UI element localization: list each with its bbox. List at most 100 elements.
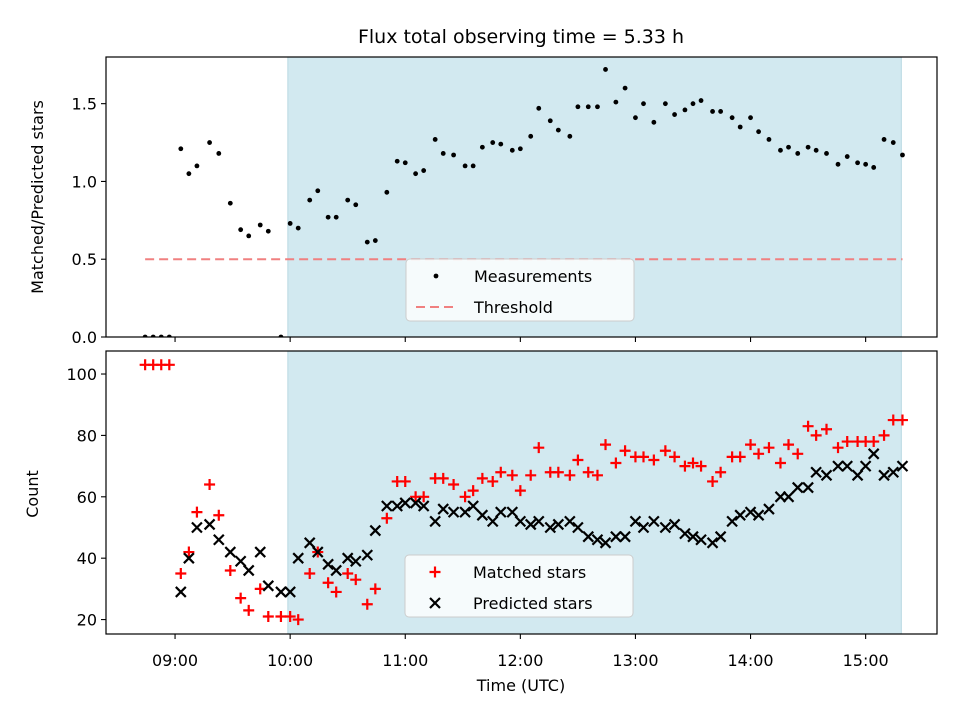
measurement-point	[470, 163, 476, 169]
measurement-point	[641, 101, 646, 107]
predicted-stars-point	[275, 586, 287, 598]
matched-stars-point	[841, 436, 853, 448]
matched-stars-point	[707, 475, 719, 487]
matched-stars-point	[868, 436, 880, 448]
matched-stars-point	[564, 469, 576, 481]
matched-stars-point	[610, 457, 622, 469]
matched-stars-point	[533, 442, 545, 454]
matched-stars-point	[235, 592, 247, 604]
predicted-stars-point	[867, 448, 880, 460]
measurement-point	[325, 214, 331, 220]
legend-measurements-marker	[433, 273, 439, 279]
predicted-stars-point	[381, 500, 393, 512]
matched-stars-point	[582, 466, 594, 478]
predicted-stars-point	[878, 469, 890, 482]
matched-stars-point	[572, 454, 584, 466]
panel-bottom: 20 40 60 80 100 Matched stars Predicted stars	[66, 350, 938, 639]
measurement-point	[353, 202, 359, 208]
measurement-point	[462, 163, 468, 169]
measurement-point	[729, 115, 735, 121]
predicted-stars-point	[417, 500, 430, 512]
matched-stars-point	[638, 451, 650, 463]
matched-stars-point	[783, 439, 795, 451]
predicted-stars-point	[459, 506, 471, 518]
predicted-stars-point	[341, 552, 354, 564]
matched-stars-point	[350, 574, 362, 586]
matched-stars-point	[467, 485, 479, 497]
measurement-point	[890, 140, 896, 145]
measurement-point	[737, 124, 743, 130]
y-tick-label: 1.5	[72, 95, 97, 114]
measurement-point	[307, 197, 313, 203]
matched-stars-point	[437, 472, 449, 484]
measurement-point	[547, 118, 553, 124]
measurement-point	[432, 137, 438, 142]
panel-top: 0.0 0.5 1.0 1.5 Measurements Threshold	[72, 56, 938, 347]
matched-stars-point	[695, 460, 707, 472]
matched-stars-point	[896, 414, 908, 426]
measurement-point	[786, 144, 791, 150]
matched-stars-point	[506, 469, 518, 481]
predicted-stars-point	[254, 546, 267, 558]
predicted-stars-point	[361, 549, 374, 561]
legend-predicted-marker	[429, 597, 441, 609]
predicted-stars-point	[532, 515, 545, 528]
matched-stars-point	[753, 448, 765, 460]
predicted-stars-point	[782, 491, 795, 503]
predicted-stars-point	[591, 533, 604, 546]
measurement-point	[575, 104, 581, 110]
measurement-point	[517, 146, 523, 152]
legend-label: Predicted stars	[473, 594, 593, 613]
measurement-point	[698, 98, 704, 103]
matched-stars-point	[821, 423, 833, 435]
measurement-point	[421, 168, 427, 173]
matched-stars-point	[792, 448, 804, 460]
predicted-stars-point	[687, 530, 699, 543]
x-tick-label: 13:00	[612, 651, 658, 670]
predicted-stars-point	[832, 460, 844, 472]
predicted-stars-point	[810, 466, 822, 479]
measurement-point	[490, 140, 496, 145]
matched-stars-point	[342, 568, 354, 580]
y-tick-label: 100	[66, 365, 97, 384]
measurement-point	[871, 165, 877, 170]
measurement-point	[795, 151, 801, 156]
measurement-point	[567, 133, 573, 139]
predicted-stars-point	[599, 537, 612, 549]
matched-stars-point	[715, 466, 727, 478]
measurement-point	[384, 189, 390, 195]
legend-box	[405, 258, 635, 322]
y-tick-label: 40	[77, 549, 97, 568]
matched-stars-point	[832, 442, 844, 454]
predicted-stars-point	[887, 466, 900, 479]
measurement-point	[315, 188, 321, 194]
y-tick-label: 0.5	[72, 250, 97, 269]
predicted-stars-point	[486, 515, 499, 528]
measurement-point	[227, 200, 233, 206]
y-tick-label: 80	[77, 426, 97, 445]
matched-stars-point	[619, 445, 631, 457]
measurement-point	[766, 137, 772, 142]
predicted-stars-point	[322, 558, 334, 571]
measurement-point	[402, 160, 408, 166]
matched-stars-point	[322, 577, 334, 589]
measurement-point	[756, 129, 761, 135]
measurement-point	[238, 227, 244, 233]
x-tick-label: 09:00	[152, 651, 198, 670]
matched-stars-point	[213, 509, 225, 521]
matched-stars-point	[448, 479, 460, 491]
matched-stars-point	[659, 445, 671, 457]
predicted-stars-point	[668, 518, 681, 531]
x-tick-label: 11:00	[382, 651, 428, 670]
measurement-point	[536, 105, 542, 111]
predicted-stars-point	[292, 552, 304, 564]
measurement-point	[844, 154, 850, 159]
measurement-point	[863, 161, 869, 167]
matched-stars-point	[763, 442, 775, 454]
matched-stars-point	[275, 611, 287, 623]
predicted-stars-point	[744, 506, 757, 518]
predicted-stars-point	[213, 533, 225, 546]
measurement-point	[345, 197, 351, 203]
matched-stars-point	[802, 420, 814, 432]
predicted-stars-point	[203, 518, 216, 531]
